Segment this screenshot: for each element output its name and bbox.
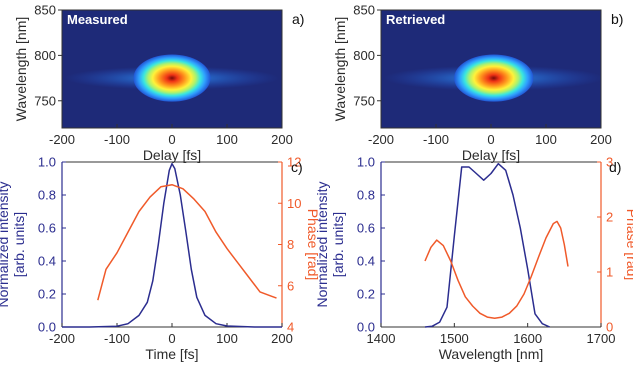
x-tick-label: 100 xyxy=(216,331,238,346)
x-axis-label: Delay [fs] xyxy=(462,147,520,163)
y-tick-label: 800 xyxy=(34,48,56,63)
y-right-tick-label: 4 xyxy=(287,320,294,335)
x-axis-label: Time [fs] xyxy=(145,346,198,362)
line-panel-d: 0.0 0.2 0.4 0.6 0.8 1.0 Normalized intensity [a… xyxy=(314,155,633,363)
panel-label: b) xyxy=(611,11,623,27)
phase-series-line xyxy=(97,183,277,301)
y-axis-label: Wavelength [nm] xyxy=(13,17,29,122)
x-tick-label: 0 xyxy=(168,331,175,346)
x-axis-label: Delay [fs] xyxy=(143,147,201,163)
y-axis-label-units: [arb. units] xyxy=(330,212,346,277)
y-tick-label: 0.2 xyxy=(38,287,56,302)
y-right-tick-label: 2 xyxy=(606,210,613,225)
x-tick-label: 200 xyxy=(590,132,612,147)
y-tick-label: 750 xyxy=(34,93,56,108)
y-tick-label: 1.0 xyxy=(357,155,375,170)
phase-series-line xyxy=(424,220,569,319)
y-right-tick-label: 6 xyxy=(287,278,294,293)
y-tick-label: 0.0 xyxy=(38,320,56,335)
heatmap-name: Measured xyxy=(67,12,128,27)
y-right-axis-label: Phase [rad] xyxy=(305,209,321,281)
panel-label: c) xyxy=(291,159,303,175)
y-tick-label: 750 xyxy=(353,93,375,108)
x-tick-label: 200 xyxy=(271,331,293,346)
x-tick-label: 0 xyxy=(168,132,175,147)
y-tick-label: 0.4 xyxy=(38,254,56,269)
x-tick-label: 200 xyxy=(271,132,293,147)
x-tick-label: 1600 xyxy=(513,331,542,346)
heatmap-panel-b: 750 800 850 Wavelength [nm] -200 -100 0 100 200 D… xyxy=(332,3,623,164)
y-axis-label: Wavelength [nm] xyxy=(332,17,348,122)
y-tick-label: 850 xyxy=(34,3,56,18)
x-tick-label: 100 xyxy=(216,132,238,147)
y-tick-label: 0.6 xyxy=(357,221,375,236)
intensity-series-line xyxy=(62,162,282,328)
heatmap-image xyxy=(64,54,280,102)
x-tick-label: 1500 xyxy=(440,331,469,346)
x-tick-label: -200 xyxy=(368,132,394,147)
y-tick-label: 1.0 xyxy=(38,155,56,170)
x-tick-label: -200 xyxy=(49,132,75,147)
y-axis-label: Normalized intensity xyxy=(0,181,11,307)
heatmap-panel-a: 750 800 850 Wavelength [nm] -200 -100 0 100 200 D… xyxy=(13,3,304,164)
y-right-tick-label: 1 xyxy=(606,265,613,280)
y-axis-label: Normalized intensity xyxy=(314,181,330,307)
y-tick-label: 0.8 xyxy=(357,188,375,203)
y-right-tick-label: 3 xyxy=(606,155,613,170)
heatmap-image xyxy=(383,54,601,102)
x-tick-label: -100 xyxy=(104,132,130,147)
heatmap-name: Retrieved xyxy=(386,12,445,27)
y-right-tick-label: 0 xyxy=(606,320,613,335)
y-tick-label: 0.6 xyxy=(38,221,56,236)
y-tick-label: 0.4 xyxy=(357,254,375,269)
y-right-tick-label: 12 xyxy=(287,155,301,170)
y-tick-label: 0.2 xyxy=(357,287,375,302)
y-tick-label: 850 xyxy=(353,3,375,18)
x-axis-label: Wavelength [nm] xyxy=(439,346,544,362)
line-panel-c: 0.0 0.2 0.4 0.6 0.8 1.0 Normalized intensity[a… xyxy=(0,155,321,363)
x-tick-label: -100 xyxy=(423,132,449,147)
y-tick-label: 0.8 xyxy=(38,188,56,203)
x-tick-label: -100 xyxy=(104,331,130,346)
y-axis-label-units: [arb. units] xyxy=(11,212,27,277)
y-tick-label: 0.0 xyxy=(357,320,375,335)
x-tick-label: 0 xyxy=(487,132,494,147)
y-tick-label: 800 xyxy=(353,48,375,63)
y-right-axis-label: Phase [rad] xyxy=(624,209,633,281)
y-right-tick-label: 8 xyxy=(287,237,294,252)
panel-label: a) xyxy=(292,11,304,27)
heatmap-spot xyxy=(133,54,211,102)
x-tick-label: -200 xyxy=(49,331,75,346)
x-tick-label: 1400 xyxy=(367,331,396,346)
x-tick-label: 100 xyxy=(535,132,557,147)
panel-label: d) xyxy=(609,159,621,175)
intensity-series-line xyxy=(424,162,551,328)
x-tick-label: 1700 xyxy=(587,331,616,346)
y-right-tick-label: 10 xyxy=(287,196,301,211)
heatmap-spot xyxy=(454,54,534,102)
